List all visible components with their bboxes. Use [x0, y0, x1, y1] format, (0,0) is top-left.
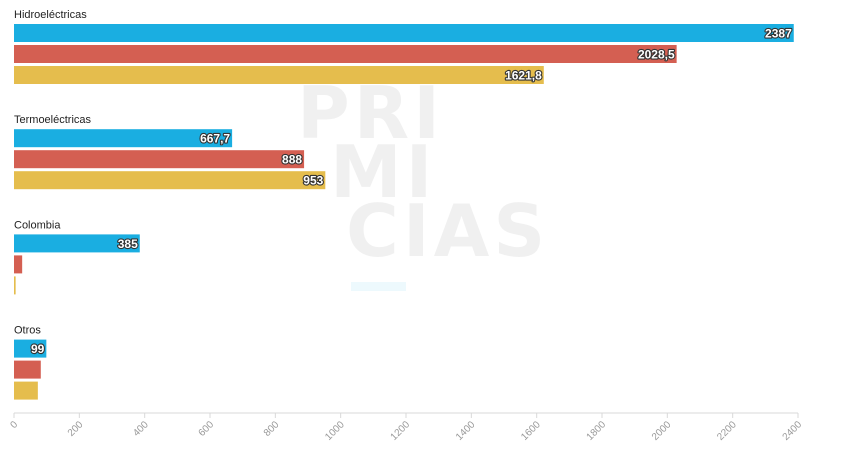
- x-tick-label: 1400: [454, 419, 478, 443]
- watermark-bar: [351, 282, 406, 291]
- x-tick-label: 600: [197, 419, 217, 439]
- data-label: 1621,8: [505, 69, 542, 83]
- x-tick-label: 1800: [585, 419, 609, 443]
- watermark-line-3: CIAS: [346, 189, 549, 273]
- data-label: 953: [303, 174, 323, 188]
- category-labels-group: Hidroeléctricas Termoeléctricas Colombia Ot…: [14, 9, 92, 337]
- bar: [14, 171, 326, 190]
- data-label: 667,7: [200, 132, 230, 146]
- bar: [14, 45, 677, 63]
- data-label: 2387: [765, 27, 792, 41]
- bar: [14, 360, 41, 379]
- x-tick-label: 2200: [715, 419, 739, 443]
- category-label: Colombia: [14, 219, 61, 231]
- bar: [14, 276, 16, 295]
- x-tick-label: 200: [66, 419, 86, 439]
- bars-group: [14, 24, 794, 400]
- x-axis: 0 200 400 600 800 1000 1200 1400 1600 1800 2000 220…: [8, 412, 805, 443]
- bar: [14, 129, 233, 148]
- x-tick-label: 1200: [389, 419, 413, 443]
- x-tick-label: 2000: [650, 419, 674, 443]
- watermark-line-2: MI: [330, 130, 436, 214]
- x-tick-label: 2400: [781, 419, 805, 443]
- category-label: Termoeléctricas: [14, 114, 92, 126]
- x-tick-label: 1000: [323, 419, 347, 443]
- data-label: 888: [282, 153, 302, 167]
- bar: [14, 234, 140, 253]
- x-tick-label: 400: [131, 419, 151, 439]
- category-label: Hidroeléctricas: [14, 9, 87, 21]
- bar: [14, 255, 23, 274]
- bar: [14, 66, 544, 84]
- category-label: Otros: [14, 325, 41, 337]
- x-tick-label: 0: [8, 419, 20, 431]
- x-tick-label: 800: [262, 419, 282, 439]
- bar: [14, 24, 794, 42]
- data-label: 2028,5: [638, 48, 675, 62]
- watermark-line-1: PRI: [297, 71, 444, 155]
- watermark-logo: PRI MI CIAS: [297, 71, 549, 291]
- bar: [14, 381, 38, 400]
- x-tick-label: 1600: [519, 419, 543, 443]
- bar: [14, 339, 47, 358]
- data-label: 385: [118, 237, 138, 251]
- bar: [14, 150, 305, 169]
- data-label: 99: [31, 342, 45, 356]
